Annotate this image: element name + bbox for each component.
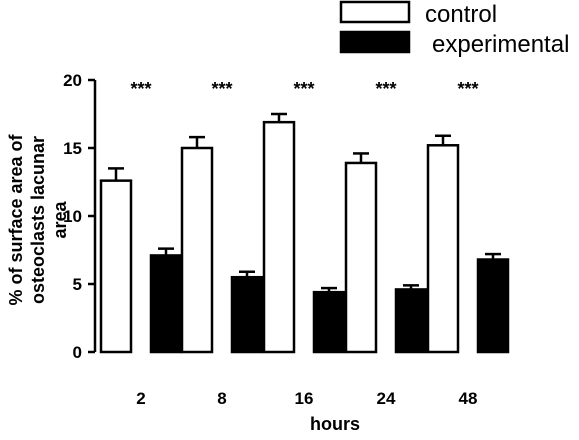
y-tick-label: 5 [73,275,82,294]
x-tick-label: 8 [217,389,226,408]
legend-label-experimental: experimental [432,31,569,58]
control-bar [99,179,133,354]
significance-marks: *** *** *** *** *** [130,79,478,99]
experimental-bar [394,288,428,354]
y-axis-title-line-2: osteoclasts lacunar [28,136,48,304]
y-axis-title: % of surface area of osteoclasts lacunar… [6,133,70,305]
significance-mark: *** [293,79,314,99]
experimental-bar [149,254,183,354]
experimental-bar [312,290,346,354]
x-ticks: 2 8 16 24 48 [136,389,477,408]
legend: control experimental [339,0,569,58]
y-axis-title-line-3: area [50,200,70,238]
x-tick-label: 24 [377,389,396,408]
control-bar [262,120,296,354]
y-ticks: 0 5 10 15 20 [63,71,95,362]
significance-mark: *** [211,79,232,99]
experimental-bar [230,275,264,354]
control-bar [180,146,214,354]
legend-swatch-control [339,0,411,24]
x-tick-label: 16 [295,389,314,408]
control-bar [344,161,378,354]
y-tick-label: 10 [63,207,82,226]
x-axis-title: hours [310,414,360,434]
control-bar [426,144,460,354]
legend-label-control: control [425,1,497,28]
significance-mark: *** [130,79,151,99]
y-tick-label: 15 [63,139,82,158]
x-tick-label: 48 [459,389,478,408]
legend-swatch-experimental [339,30,411,54]
y-tick-label: 20 [63,71,82,90]
significance-mark: *** [457,79,478,99]
experimental-bar [476,258,510,354]
y-axis-title-line-1: % of surface area of [6,133,26,305]
x-tick-label: 2 [136,389,145,408]
y-tick-label: 0 [73,343,82,362]
bars [99,112,510,354]
significance-mark: *** [375,79,396,99]
